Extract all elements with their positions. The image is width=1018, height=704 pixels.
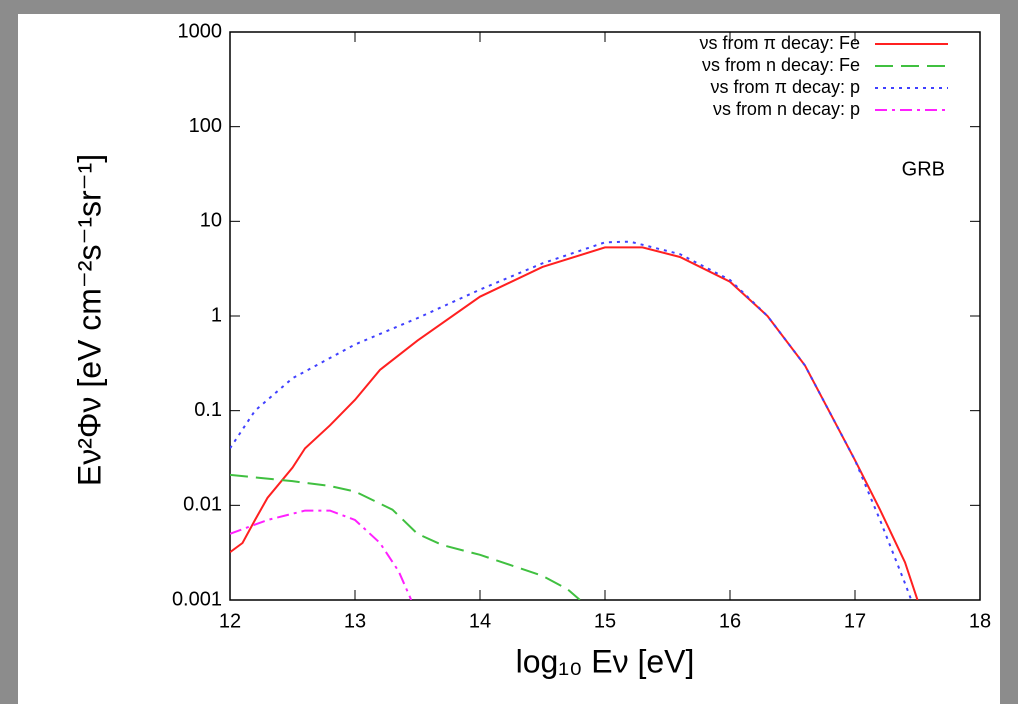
x-tick-label: 12 <box>219 610 241 632</box>
y-axis-label: Eν²Φν [eV cm⁻²s⁻¹sr⁻¹] <box>71 154 107 486</box>
x-tick-label: 17 <box>844 610 866 632</box>
x-tick-label: 13 <box>344 610 366 632</box>
annotation: GRB <box>902 158 945 180</box>
legend-label: νs from π decay: Fe <box>700 33 860 53</box>
x-axis-label: log₁₀ Eν [eV] <box>516 643 695 679</box>
x-tick-label: 16 <box>719 610 741 632</box>
y-tick-label: 0.1 <box>194 399 222 421</box>
y-tick-label: 10 <box>200 210 222 232</box>
legend-label: νs from n decay: p <box>713 99 860 119</box>
x-tick-label: 15 <box>594 610 616 632</box>
y-tick-label: 0.001 <box>172 588 222 610</box>
y-tick-label: 1 <box>211 304 222 326</box>
x-tick-label: 14 <box>469 610 491 632</box>
legend-label: νs from π decay: p <box>711 77 860 97</box>
series-line <box>230 509 413 600</box>
panel <box>18 14 1000 704</box>
x-tick-label: 18 <box>969 610 991 632</box>
series-line <box>230 473 581 600</box>
y-tick-label: 0.01 <box>183 494 222 516</box>
y-tick-label: 1000 <box>178 20 223 42</box>
y-tick-label: 100 <box>189 115 222 137</box>
legend-label: νs from n decay: Fe <box>702 55 860 75</box>
